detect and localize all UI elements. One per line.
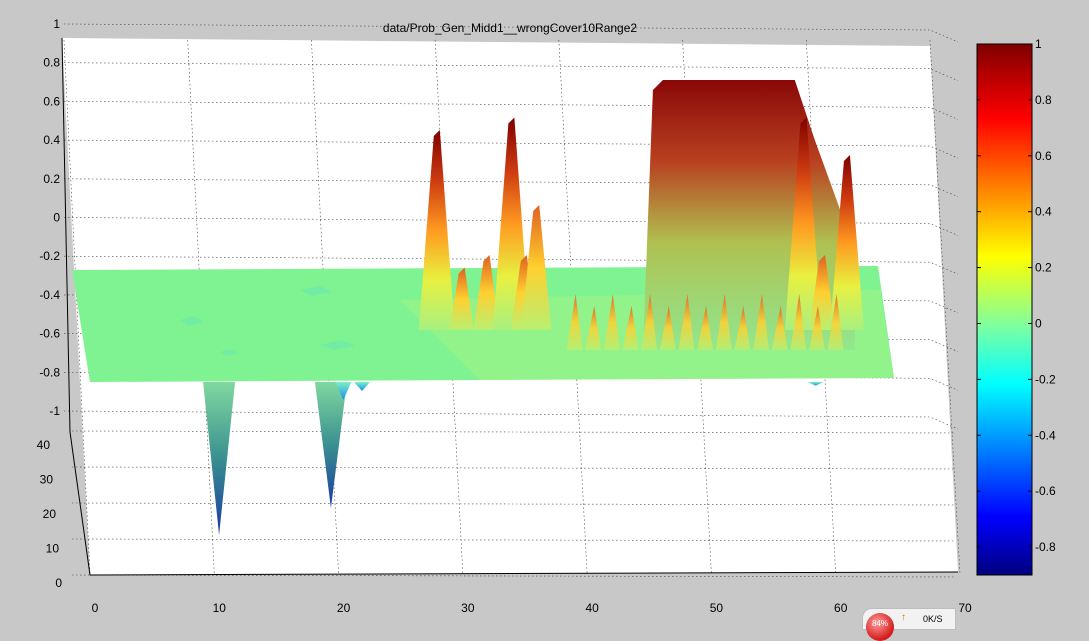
ripple-mark xyxy=(790,294,807,350)
peak-mark xyxy=(784,117,822,330)
y-tick-label: 10 xyxy=(46,542,60,556)
z-tick-label: -0.4 xyxy=(39,288,60,302)
trough-mark xyxy=(314,382,347,508)
trough-mark xyxy=(354,382,370,391)
ripple-mark xyxy=(659,306,676,350)
z-tick-label: 0.6 xyxy=(43,94,60,108)
ripple-mark xyxy=(641,294,658,350)
z-axis-ticks: -1 -0.8 -0.6 -0.4 -0.2 0 0.2 0.4 0.6 0.8 1 xyxy=(39,17,60,418)
colorbar-tick-label: -0.2 xyxy=(1035,372,1056,386)
trough-mark xyxy=(335,382,352,400)
z-tick-label: -0.6 xyxy=(39,327,60,341)
x-tick-label: 50 xyxy=(710,601,724,615)
network-rate: 0K/S xyxy=(923,614,943,624)
x-axis-ticks: 0 10 20 30 40 50 60 70 xyxy=(92,601,972,615)
colorbar-tick-label: 0 xyxy=(1035,316,1042,330)
z-tick-label: 0 xyxy=(53,211,60,225)
axes-lines xyxy=(61,37,959,576)
surface-peaks xyxy=(418,80,864,350)
colorbar-tick-label: 0.2 xyxy=(1035,261,1052,275)
cpu-usage-badge: 84% xyxy=(866,613,894,641)
trough-mark xyxy=(807,382,824,386)
z-tick-label: -1 xyxy=(49,404,60,418)
ripple-mark xyxy=(771,306,788,350)
network-monitor-widget[interactable]: 84% ↑ 0K/S xyxy=(862,608,956,641)
x-tick-label: 70 xyxy=(958,601,972,615)
z-tick-label: -0.8 xyxy=(39,365,60,379)
y-tick-label: 20 xyxy=(43,507,57,521)
colorbar-tick-label: 0.4 xyxy=(1035,205,1052,219)
ripple-mark xyxy=(585,306,602,350)
y-tick-label: 40 xyxy=(37,438,51,452)
surface-troughs xyxy=(203,382,824,535)
colorbar-tick-label: 0.6 xyxy=(1035,149,1052,163)
y-tick-label: 0 xyxy=(55,576,62,590)
colorbar-tick-label: -0.8 xyxy=(1035,540,1056,554)
colorbar-tick-label: 0.8 xyxy=(1035,93,1052,107)
figure-canvas: -1-0.8-0.6-0.4-0.200.20.40.60.81 0102030… xyxy=(37,17,1056,615)
z-tick-label: 0.2 xyxy=(43,172,60,186)
ripple-mark xyxy=(603,294,620,350)
peak-mark xyxy=(449,267,474,330)
peak-mark xyxy=(521,205,552,330)
colorbar xyxy=(976,43,1033,576)
x-tick-label: 30 xyxy=(461,601,475,615)
x-tick-label: 60 xyxy=(834,601,848,615)
z-tick-label: 0.4 xyxy=(43,133,60,147)
z-tick-label: 1 xyxy=(53,17,60,31)
chart-title: data/Prob_Gen_Midd1__wrongCover10Range2 xyxy=(383,21,638,35)
x-tick-label: 10 xyxy=(213,601,227,615)
x-tick-label: 20 xyxy=(337,601,351,615)
ripple-mark xyxy=(697,306,714,350)
z-tick-label: -0.2 xyxy=(39,249,60,263)
ripple-mark xyxy=(734,306,751,350)
x-tick-label: 0 xyxy=(92,601,99,615)
y-axis-ticks: 0 10 20 30 40 xyxy=(37,438,63,590)
ripple-mark xyxy=(678,294,695,350)
colorbar-ticks: 1 0.8 0.6 0.4 0.2 0 -0.2 -0.4 -0.6 -0.8 xyxy=(977,37,1056,554)
z-tick-label: 0.8 xyxy=(43,56,60,70)
ripple-mark xyxy=(753,294,769,350)
x-tick-label: 40 xyxy=(585,601,599,615)
peak-mark xyxy=(829,155,864,330)
trough-mark xyxy=(203,382,236,535)
upload-arrow-icon: ↑ xyxy=(901,612,906,623)
ripple-mark xyxy=(808,306,825,350)
peak-mark xyxy=(473,255,500,330)
ripple-mark xyxy=(715,294,732,350)
colorbar-tick-label: -0.4 xyxy=(1035,428,1056,442)
peak-mark xyxy=(809,255,836,330)
colorbar-tick-label: -0.6 xyxy=(1035,484,1056,498)
colorbar-tick-label: 1 xyxy=(1035,37,1042,51)
ripple-mark xyxy=(566,294,583,350)
peak-mark xyxy=(418,130,455,330)
ripple-mark xyxy=(827,294,844,350)
y-tick-label: 30 xyxy=(40,473,54,487)
ripple-mark xyxy=(622,306,639,350)
